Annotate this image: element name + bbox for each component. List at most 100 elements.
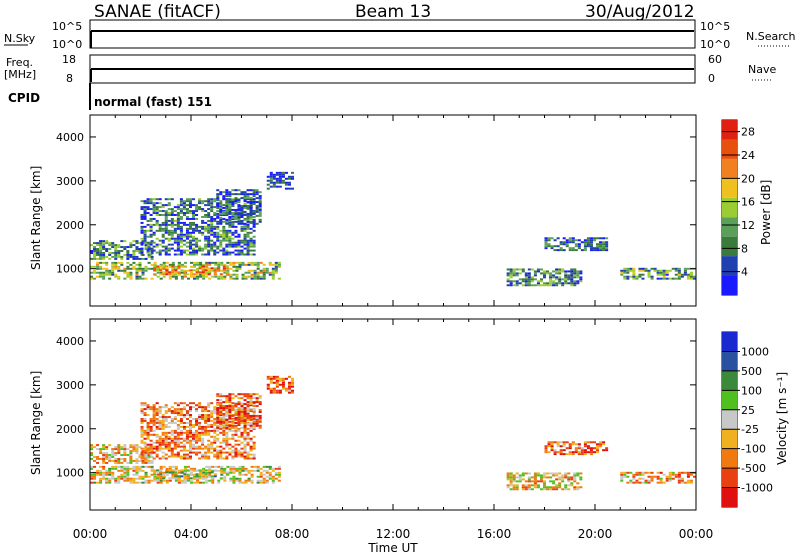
power-echo-cell (602, 245, 606, 248)
power-echo-cell (146, 235, 150, 238)
power-echo-cell (576, 276, 580, 279)
power-echo-cell (161, 204, 165, 207)
velocity-echo-cell (140, 410, 144, 413)
power-echo-cell (659, 269, 663, 272)
power-echo-cell (210, 206, 214, 209)
velocity-echo-cell (180, 479, 184, 482)
power-echo-cell (559, 249, 563, 252)
power-echo-cell (686, 277, 690, 280)
velocity-echo-cell (240, 453, 244, 456)
power-echo-cell (135, 240, 139, 243)
power-echo-cell (167, 198, 171, 201)
velocity-echo-cell (213, 429, 217, 432)
power-echo-cell (135, 255, 139, 258)
velocity-echo-cell (234, 449, 238, 452)
velocity-echo-cell (262, 469, 266, 472)
power-echo-cell (210, 202, 214, 205)
velocity-echo-cell (147, 481, 151, 484)
power-echo-cell (102, 253, 106, 256)
velocity-echo-cell (117, 481, 121, 484)
velocity-echo-cell (192, 439, 196, 442)
velocity-echo-cell (153, 475, 157, 478)
power-echo-cell (105, 269, 109, 272)
velocity-echo-cell (102, 475, 106, 478)
power-echo-cell (674, 267, 678, 270)
x-tick-label: 12:00 (376, 527, 411, 541)
velocity-echo-cell (225, 471, 229, 474)
velocity-echo-cell (252, 445, 256, 448)
velocity-echo-cell (162, 475, 166, 478)
velocity-echo-cell (155, 412, 159, 415)
velocity-echo-cell (150, 467, 154, 470)
power-echo-cell (222, 191, 226, 194)
power-echo-cell (216, 197, 220, 200)
power-echo-cell (162, 267, 166, 270)
power-echo-cell (238, 263, 242, 266)
power-echo-cell (99, 267, 103, 270)
power-echo-cell (219, 220, 223, 223)
power-echo-cell (182, 221, 186, 224)
power-echo-cell (126, 265, 130, 268)
velocity-echo-cell (524, 472, 528, 475)
velocity-echo-cell (238, 465, 242, 468)
velocity-echo-cell (228, 414, 232, 417)
power-echo-cell (205, 275, 209, 278)
velocity-echo-cell (177, 481, 181, 484)
power-echo-cell (170, 212, 174, 215)
velocity-echo-cell (208, 465, 212, 468)
velocity-echo-cell (527, 478, 531, 481)
power-echo-cell (170, 231, 174, 234)
power-echo-cell (225, 206, 229, 209)
power-echo-cell (562, 249, 566, 252)
power-echo-cell (549, 276, 553, 279)
power-echo-cell (158, 214, 162, 216)
power-echo-cell (258, 201, 262, 204)
power-echo-cell (153, 269, 157, 272)
power-echo-cell (237, 222, 241, 225)
velocity-echo-cell (195, 423, 199, 426)
power-echo-cell (515, 272, 519, 275)
power-echo-cell (252, 225, 256, 228)
velocity-echo-cell (567, 472, 571, 475)
velocity-echo-cell (555, 486, 559, 489)
power-echo-cell (188, 251, 193, 254)
velocity-echo-cell (641, 481, 645, 484)
power-echo-cell (201, 247, 205, 250)
power-echo-cell (568, 237, 572, 240)
power-echo-cell (539, 272, 543, 275)
velocity-echo-cell (258, 418, 262, 421)
velocity-echo-cell (196, 479, 200, 482)
velocity-echo-cell (561, 474, 565, 477)
velocity-echo-cell (161, 439, 165, 442)
power-echo-cell (207, 215, 211, 218)
velocity-echo-cell (153, 477, 157, 480)
power-echo-cell (132, 250, 136, 252)
velocity-echo-cell (668, 471, 672, 474)
velocity-echo-cell (620, 477, 624, 480)
velocity-echo-cell (117, 448, 121, 451)
power-echo-cell (243, 225, 247, 228)
power-echo-cell (677, 275, 681, 278)
power-echo-cell (213, 225, 217, 228)
velocity-echo-cell (589, 451, 593, 454)
velocity-echo-cell (195, 451, 199, 454)
velocity-echo-cell (274, 471, 278, 474)
velocity-echo-cell (164, 443, 168, 446)
velocity-echo-cell (120, 477, 124, 480)
power-echo-cell (275, 179, 279, 182)
power-echo-cell (272, 175, 276, 178)
power-echo-cell (201, 225, 205, 228)
velocity-echo-cell (269, 375, 273, 378)
velocity-echo-cell (265, 479, 269, 482)
power-echo-cell (192, 223, 196, 226)
velocity-echo-cell (102, 452, 106, 455)
velocity-echo-cell (641, 473, 645, 476)
power-echo-cell (179, 198, 183, 201)
velocity-echo-cell (281, 379, 285, 382)
power-echo-cell (240, 212, 244, 215)
velocity-echo-cell (170, 451, 174, 454)
velocity-echo-cell (192, 423, 196, 426)
velocity-echo-cell (216, 409, 220, 411)
velocity-echo-cell (210, 414, 214, 417)
velocity-echo-cell (193, 481, 197, 484)
